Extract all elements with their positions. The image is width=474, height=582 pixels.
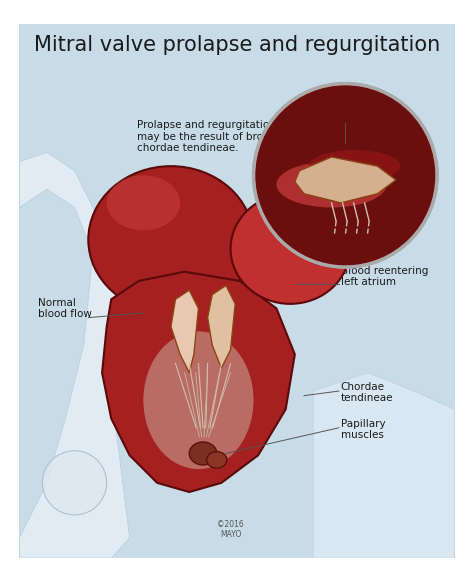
Polygon shape — [171, 290, 199, 372]
Text: Papillary
muscles: Papillary muscles — [341, 418, 385, 440]
Ellipse shape — [276, 162, 387, 207]
Ellipse shape — [207, 452, 227, 468]
Polygon shape — [19, 152, 129, 558]
Text: Broken
chordae: Broken chordae — [312, 107, 360, 128]
Polygon shape — [295, 157, 396, 203]
Polygon shape — [208, 286, 235, 368]
Text: Blood reentering
left atrium: Blood reentering left atrium — [341, 265, 428, 287]
Text: Prolapse and regurgitation
may be the result of broken
chordae tendineae.: Prolapse and regurgitation may be the re… — [137, 120, 282, 154]
Polygon shape — [313, 372, 455, 558]
Ellipse shape — [88, 166, 254, 313]
Ellipse shape — [107, 175, 180, 230]
Circle shape — [254, 84, 437, 267]
Text: Mitral valve prolapse and regurgitation: Mitral valve prolapse and regurgitation — [34, 35, 440, 55]
Polygon shape — [102, 272, 295, 492]
Ellipse shape — [189, 442, 217, 465]
Ellipse shape — [230, 194, 350, 304]
Ellipse shape — [143, 331, 254, 469]
Circle shape — [42, 450, 107, 515]
Text: Chordae
tendineae: Chordae tendineae — [341, 382, 393, 403]
Ellipse shape — [309, 150, 401, 182]
Circle shape — [255, 86, 435, 265]
Text: ©2016
MAYO: ©2016 MAYO — [217, 520, 244, 539]
Text: Normal
blood flow: Normal blood flow — [38, 297, 91, 320]
